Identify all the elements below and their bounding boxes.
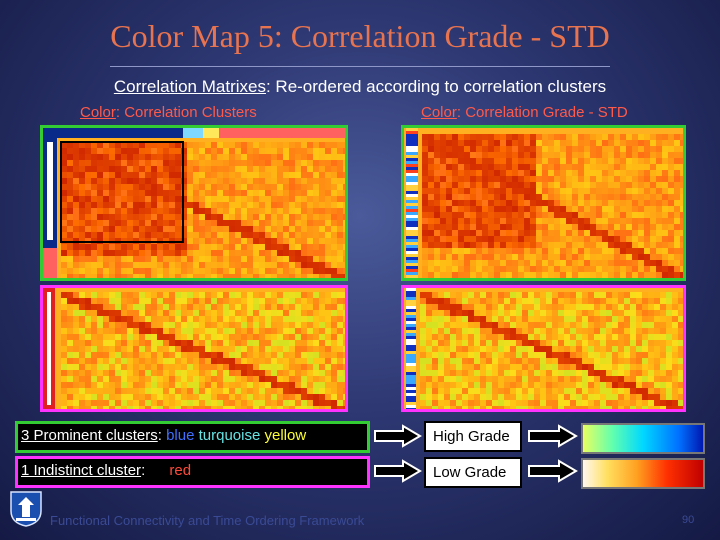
- low-grade-color-scale: [581, 458, 705, 489]
- cluster-red-label: red: [169, 462, 192, 479]
- cluster-blue-label: blue: [166, 427, 195, 444]
- high-grade-label: High Grade: [424, 421, 522, 452]
- cluster-yellow-label: yellow: [264, 427, 307, 444]
- page-number: 90: [682, 514, 695, 526]
- right-header-label: Color: [421, 104, 457, 121]
- subtitle-text: : Re-ordered according to correlation cl…: [265, 77, 607, 96]
- cluster-turquoise-label: turquoise: [198, 427, 261, 444]
- footer-text: Functional Connectivity and Time Orderin…: [50, 513, 365, 528]
- legend-indistinct-cluster: 1 Indistinct cluster: red: [15, 456, 370, 488]
- university-logo-icon: [10, 491, 42, 527]
- slide-subtitle: Correlation Matrixes: Re-ordered accordi…: [0, 77, 720, 97]
- indistinct-colon: :: [141, 462, 146, 479]
- slide-title: Color Map 5: Correlation Grade - STD: [110, 18, 610, 54]
- prominent-label: 3 Prominent clusters: [21, 427, 158, 444]
- right-arrow-icon: [528, 459, 578, 483]
- heatmap-image: [43, 288, 345, 409]
- title-divider: [110, 66, 610, 67]
- heatmap-image: [404, 128, 683, 278]
- left-column-header: Color: Correlation Clusters: [80, 104, 257, 121]
- heatmap-image: [404, 288, 683, 409]
- subtitle-label: Correlation Matrixes: [113, 77, 266, 96]
- indistinct-label: 1 Indistinct cluster: [21, 462, 142, 479]
- matrix-grade-top: [401, 125, 686, 281]
- right-arrow-icon: [374, 424, 422, 448]
- right-header-text: : Correlation Grade - STD: [456, 104, 628, 121]
- matrix-clusters-top: [40, 125, 348, 281]
- left-header-text: : Correlation Clusters: [115, 104, 257, 121]
- low-grade-label: Low Grade: [424, 457, 522, 488]
- high-grade-color-scale: [581, 423, 705, 454]
- right-arrow-icon: [374, 459, 422, 483]
- matrix-grade-bottom: [401, 285, 686, 412]
- matrix-clusters-bottom: [40, 285, 348, 412]
- prominent-colon: :: [157, 427, 162, 444]
- left-header-label: Color: [80, 104, 116, 121]
- right-column-header: Color: Correlation Grade - STD: [421, 104, 628, 121]
- right-arrow-icon: [528, 424, 578, 448]
- heatmap-image: [43, 128, 345, 278]
- legend-prominent-clusters: 3 Prominent clusters: blue turquoise yel…: [15, 421, 370, 453]
